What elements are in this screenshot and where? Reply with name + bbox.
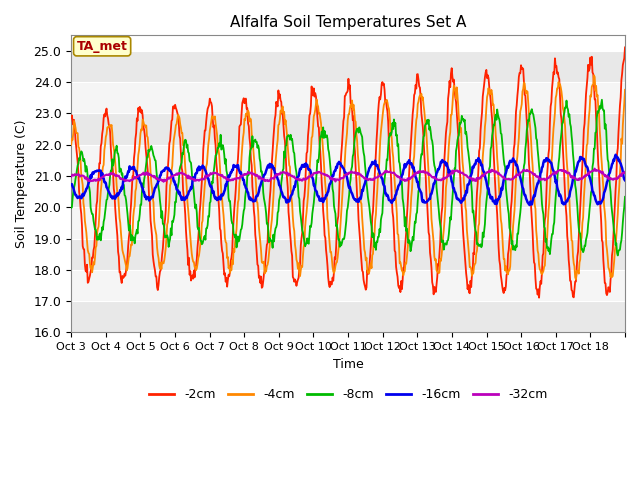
Y-axis label: Soil Temperature (C): Soil Temperature (C)	[15, 120, 28, 248]
Bar	[71, 82, 625, 113]
Title: Alfalfa Soil Temperatures Set A: Alfalfa Soil Temperatures Set A	[230, 15, 467, 30]
Bar	[71, 113, 625, 145]
Bar	[71, 51, 625, 82]
Bar	[71, 239, 625, 270]
Bar	[71, 145, 625, 176]
Bar	[71, 301, 625, 332]
Bar	[71, 207, 625, 239]
Bar	[71, 176, 625, 207]
Bar	[71, 270, 625, 301]
Text: TA_met: TA_met	[77, 40, 127, 53]
Legend: -2cm, -4cm, -8cm, -16cm, -32cm: -2cm, -4cm, -8cm, -16cm, -32cm	[144, 383, 552, 406]
X-axis label: Time: Time	[333, 358, 364, 371]
